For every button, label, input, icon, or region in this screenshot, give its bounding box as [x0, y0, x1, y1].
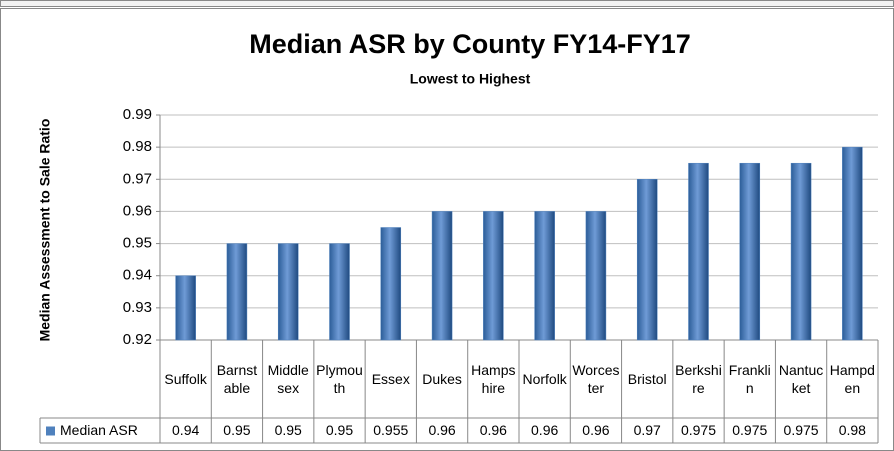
legend-label: Median ASR [60, 422, 138, 438]
x-tick-label: Nantucket [778, 362, 824, 396]
x-tick-label: Hampden [829, 362, 875, 396]
data-table-value: 0.975 [784, 422, 819, 438]
bar [739, 162, 761, 341]
data-table-value: 0.96 [531, 422, 558, 438]
x-tick-label: Middlesex [267, 362, 309, 396]
bar [431, 211, 453, 341]
bar [636, 179, 658, 341]
x-tick-label: Franklin [728, 362, 771, 396]
bar [277, 243, 299, 341]
bar [790, 162, 812, 341]
y-axis-label: Median Assessment to Sale Ratio [37, 119, 53, 342]
x-tick-label: Plymouth [316, 362, 363, 396]
x-tick-label: Norfolk [522, 371, 567, 387]
y-tick-label: 0.92 [123, 331, 152, 348]
bar [380, 227, 402, 341]
y-tick-label: 0.93 [123, 299, 152, 316]
x-tick-label: Worcester [572, 362, 620, 396]
y-tick-label: 0.98 [123, 138, 152, 155]
chart-subtitle: Lowest to Highest [410, 71, 531, 87]
bar [534, 211, 555, 341]
data-table-value: 0.97 [634, 422, 661, 438]
data-table-value: 0.98 [839, 422, 866, 438]
data-table-value: 0.975 [732, 422, 767, 438]
x-tick-label: Bristol [627, 371, 667, 387]
y-tick-label: 0.94 [123, 267, 152, 284]
data-table-value: 0.95 [275, 422, 302, 438]
y-tick-label: 0.99 [123, 106, 152, 123]
bar [688, 162, 709, 341]
x-tick-label: Hampshire [471, 362, 516, 396]
bar [175, 275, 196, 341]
top-strip [0, 0, 894, 7]
data-table-value: 0.96 [582, 422, 609, 438]
x-tick-label: Berkshire [675, 362, 722, 396]
data-table-value: 0.96 [428, 422, 455, 438]
bar [329, 243, 350, 341]
y-tick-label: 0.96 [123, 202, 152, 219]
data-table-value: 0.95 [326, 422, 353, 438]
legend-swatch [46, 426, 55, 436]
y-tick-label: 0.97 [123, 170, 152, 187]
bar [842, 146, 863, 341]
chart-title: Median ASR by County FY14-FY17 [249, 29, 691, 59]
bar [585, 211, 607, 341]
x-tick-label: Dukes [422, 371, 462, 387]
x-tick-label: Essex [371, 371, 410, 387]
y-tick-label: 0.95 [123, 235, 152, 252]
x-tick-label: Barnstable [216, 362, 258, 396]
data-table-value: 0.955 [373, 422, 408, 438]
bar [483, 211, 504, 341]
bar [226, 243, 248, 341]
data-table-value: 0.94 [172, 422, 199, 438]
data-table-value: 0.95 [223, 422, 250, 438]
data-table-value: 0.975 [681, 422, 716, 438]
data-table-value: 0.96 [480, 422, 507, 438]
x-tick-label: Suffolk [164, 371, 207, 387]
